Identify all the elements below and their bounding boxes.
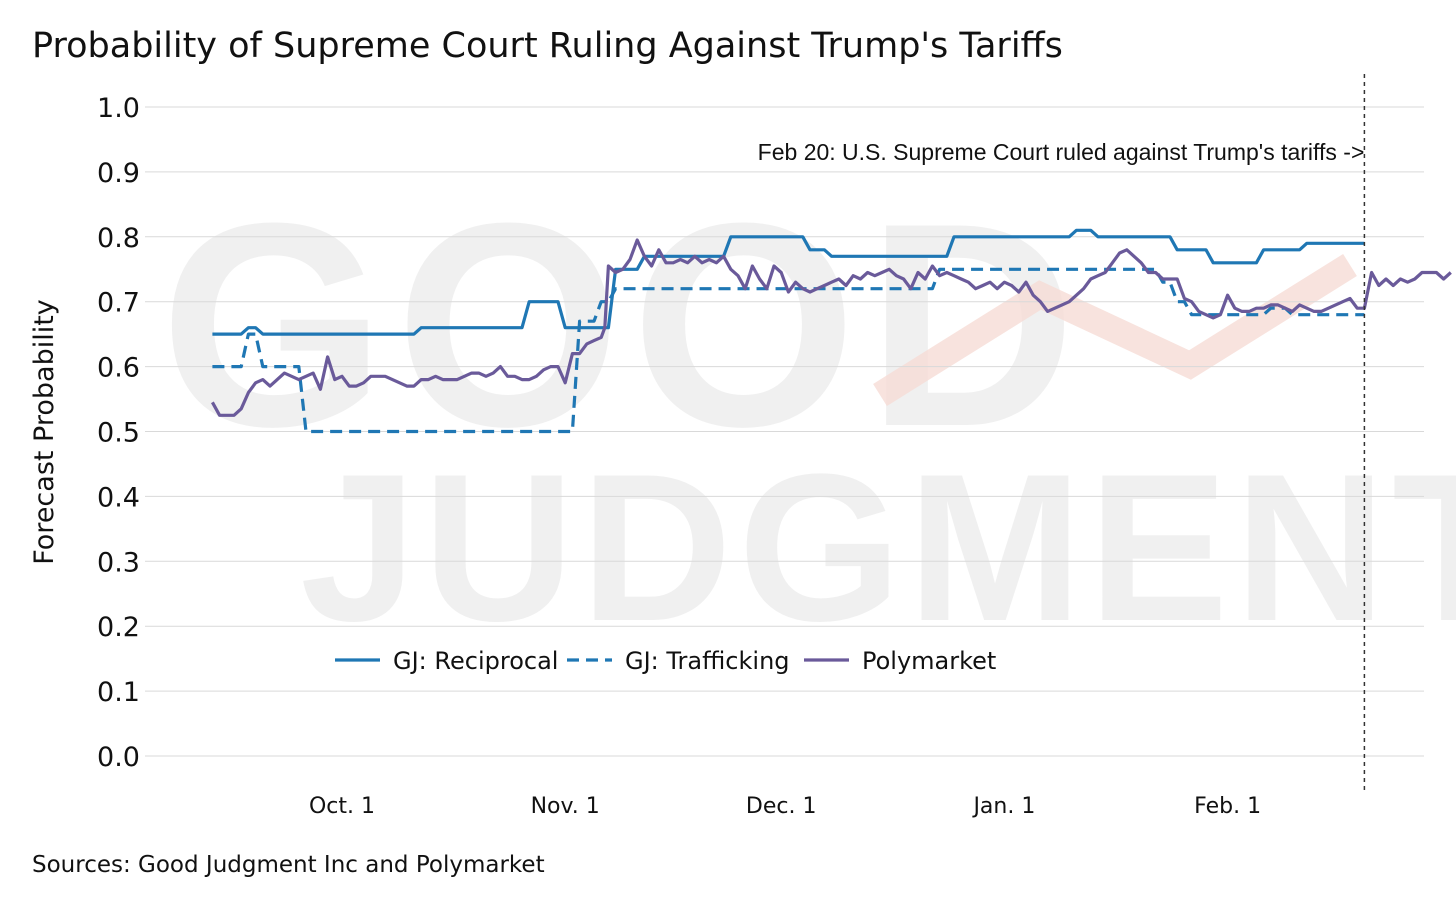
y-tick-label: 0.4 bbox=[97, 482, 140, 513]
x-tick-label: Jan. 1 bbox=[971, 794, 1035, 819]
gridlines bbox=[145, 106, 1424, 757]
legend-label: GJ: Trafficking bbox=[625, 647, 790, 675]
y-tick-label: 0.3 bbox=[97, 547, 140, 578]
x-tick-label: Oct. 1 bbox=[309, 794, 375, 819]
legend: GJ: Reciprocal GJ: Trafficking Polymarket bbox=[335, 647, 996, 675]
y-tick-label: 0.9 bbox=[97, 158, 140, 189]
x-tick-label: Feb. 1 bbox=[1194, 794, 1261, 819]
watermark-text-judgment: JUDGMENT bbox=[300, 430, 1456, 665]
y-tick-label: 0.1 bbox=[97, 677, 140, 708]
y-axis-ticks: 1.0 0.9 0.8 0.7 0.6 0.5 0.4 0.3 0.2 0.1 0.0 bbox=[97, 93, 140, 773]
chart-title: Probability of Supreme Court Ruling Agai… bbox=[32, 26, 1063, 66]
series-line-gj-reciprocal bbox=[212, 228, 1365, 336]
watermark-logo: GOOD JUDGMENT bbox=[160, 163, 1456, 665]
x-axis-ticks: Oct. 1 Nov. 1 Dec. 1 Jan. 1 Feb. 1 bbox=[309, 794, 1261, 819]
y-tick-label: 0.7 bbox=[97, 288, 140, 319]
y-tick-label: 0.2 bbox=[97, 612, 140, 643]
series-line-polymarket bbox=[211, 238, 1452, 417]
series-lines bbox=[211, 228, 1452, 434]
legend-label: Polymarket bbox=[862, 647, 996, 675]
y-tick-label: 0.8 bbox=[97, 223, 140, 254]
x-tick-label: Dec. 1 bbox=[746, 794, 817, 819]
legend-label: GJ: Reciprocal bbox=[393, 647, 558, 675]
ruling-annotation: Feb 20: U.S. Supreme Court ruled against… bbox=[758, 139, 1365, 165]
y-tick-label: 1.0 bbox=[97, 93, 140, 124]
y-axis-label: Forecast Probability bbox=[29, 299, 60, 565]
y-tick-label: 0.0 bbox=[97, 742, 140, 773]
y-tick-label: 0.6 bbox=[97, 353, 140, 384]
watermark-chevron bbox=[873, 253, 1357, 407]
source-note: Sources: Good Judgment Inc and Polymarke… bbox=[32, 852, 545, 878]
x-tick-label: Nov. 1 bbox=[531, 794, 600, 819]
series-line-gj-trafficking bbox=[212, 267, 1365, 434]
y-tick-label: 0.5 bbox=[97, 418, 140, 449]
